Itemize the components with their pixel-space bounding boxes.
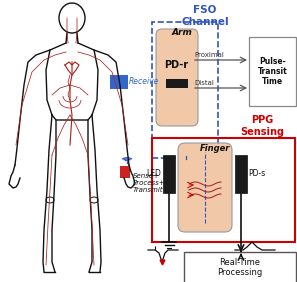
Text: Receive: Receive <box>129 78 159 87</box>
Text: PD-r: PD-r <box>164 60 188 70</box>
Text: Real-Time
Processing: Real-Time Processing <box>217 258 263 277</box>
Text: PD-s: PD-s <box>248 169 265 179</box>
Text: PPG
Sensing: PPG Sensing <box>240 115 284 136</box>
Text: Finger: Finger <box>200 144 230 153</box>
Text: Distal: Distal <box>194 80 214 86</box>
FancyBboxPatch shape <box>110 75 128 89</box>
Text: Sense+
Process+
Transmit: Sense+ Process+ Transmit <box>133 173 166 193</box>
FancyBboxPatch shape <box>120 166 130 178</box>
FancyBboxPatch shape <box>156 29 198 126</box>
Text: FSO
Channel: FSO Channel <box>181 5 229 27</box>
FancyBboxPatch shape <box>166 79 188 88</box>
Text: Arm: Arm <box>172 28 192 37</box>
Text: Pulse-
Transit
Time: Pulse- Transit Time <box>257 57 287 86</box>
FancyBboxPatch shape <box>235 155 247 193</box>
Text: LED: LED <box>146 169 161 179</box>
Text: Proximal: Proximal <box>194 52 224 58</box>
FancyBboxPatch shape <box>178 143 232 232</box>
FancyBboxPatch shape <box>163 155 175 193</box>
